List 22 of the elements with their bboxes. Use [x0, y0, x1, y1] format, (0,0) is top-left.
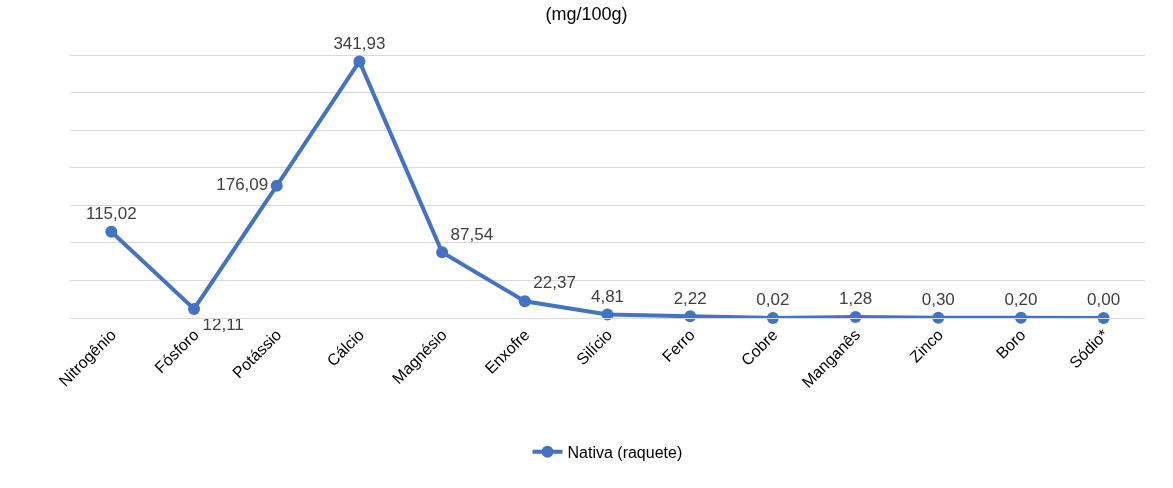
point — [766, 311, 779, 324]
point — [353, 55, 366, 68]
data-label: 22,37 — [533, 273, 576, 293]
point — [436, 246, 449, 259]
data-label: 0,02 — [756, 290, 790, 310]
point — [188, 302, 201, 315]
point — [518, 295, 531, 308]
data-label: 341,93 — [333, 33, 386, 53]
data-label: 0,00 — [1087, 290, 1121, 310]
data-label: 87,54 — [450, 224, 494, 244]
chart-title: (mg/100g) — [545, 3, 628, 24]
data-label: 0,30 — [921, 290, 955, 310]
data-label: 4,81 — [590, 286, 625, 306]
data-label: 2,22 — [673, 288, 707, 308]
legend-label: Nativa (raquete) — [567, 443, 683, 461]
point — [1014, 311, 1027, 324]
point — [105, 225, 118, 238]
data-label: 0,20 — [1004, 290, 1038, 310]
data-label: 115,02 — [85, 203, 137, 223]
data-label: 1,28 — [839, 289, 873, 309]
data-label: 176,09 — [216, 175, 269, 195]
point — [270, 179, 283, 192]
